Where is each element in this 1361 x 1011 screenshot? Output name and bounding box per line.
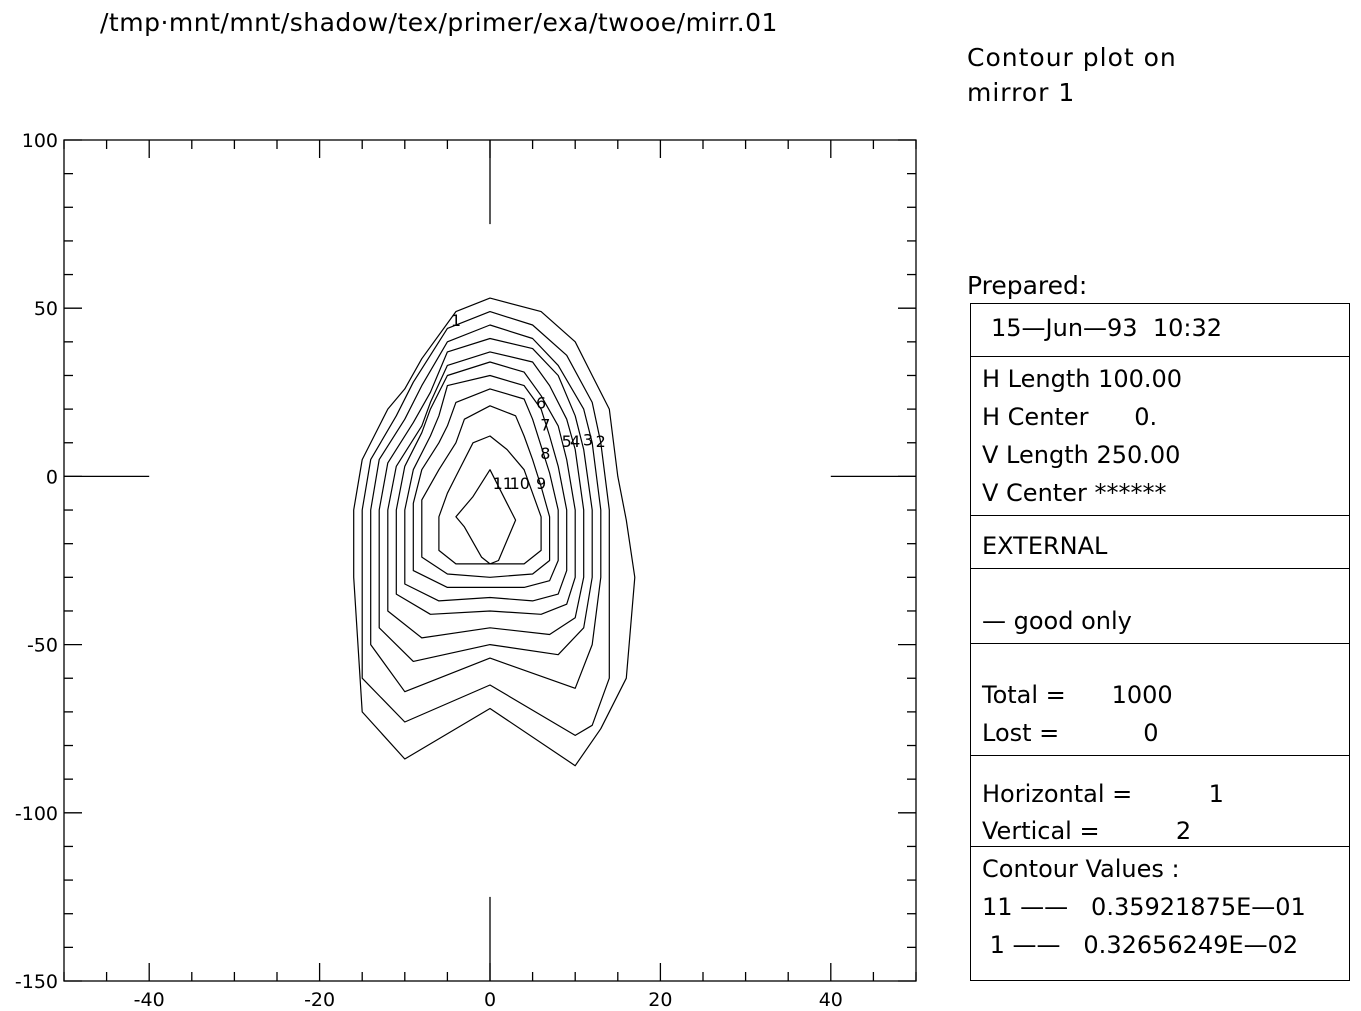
x-tick-label: -20: [304, 989, 335, 1011]
contour-line-11: [455, 469, 517, 565]
date-time: 15—Jun—93 10:32: [991, 314, 1222, 342]
divider: [971, 356, 1349, 357]
v-center: V Center ******: [982, 479, 1167, 507]
contour-label-6: 6: [536, 393, 546, 412]
contour-label-2: 2: [596, 432, 606, 451]
h-length: H Length 100.00: [982, 365, 1183, 393]
file-path-title: /tmp·mnt/mnt/shadow/tex/primer/exa/twooe…: [100, 8, 778, 37]
contour-label-1: 1: [451, 311, 461, 330]
source-label: EXTERNAL: [982, 532, 1108, 560]
x-tick-label: -40: [134, 989, 165, 1011]
contour-line-7: [404, 374, 568, 602]
contour-line-8: [412, 388, 559, 589]
v-length: V Length 250.00: [982, 441, 1181, 469]
plot-frame: [63, 139, 917, 982]
vertical-column: Vertical = 2: [982, 817, 1192, 845]
contour-label-7: 7: [540, 415, 550, 434]
x-tick-label: 40: [819, 989, 843, 1011]
y-tick-label: -100: [15, 803, 58, 825]
divider: [971, 755, 1349, 756]
contour-label-11: 11: [493, 474, 513, 493]
contour-line-1: [353, 297, 636, 767]
y-tick-label: 50: [34, 298, 58, 320]
x-tick-label: 0: [484, 989, 496, 1011]
filter-label: — good only: [982, 607, 1132, 635]
divider: [971, 643, 1349, 644]
contour-line-3: [370, 324, 602, 693]
prepared-label: Prepared:: [967, 271, 1088, 300]
contour-line-9: [421, 405, 551, 578]
lost-count: Lost = 0: [982, 719, 1159, 747]
contour-label-9: 9: [536, 474, 546, 493]
contour-line-4: [378, 337, 593, 663]
x-tick-label: 20: [648, 989, 672, 1011]
y-tick-label: 100: [22, 130, 58, 152]
horizontal-column: Horizontal = 1: [982, 780, 1224, 808]
contour-label-5: 5: [562, 432, 572, 451]
y-tick-label: -50: [27, 635, 58, 657]
contour-line-2: [361, 311, 610, 737]
contour-line-6: [395, 361, 576, 615]
h-center: H Center 0.: [982, 403, 1158, 431]
plot-title-line-1: Contour plot on: [967, 43, 1177, 72]
contour-label-10: 10: [510, 474, 530, 493]
contour-label-4: 4: [570, 432, 580, 451]
contour-values-header: Contour Values :: [982, 855, 1180, 883]
contour-max-value: 11 —— 0.35921875E—01: [982, 893, 1306, 921]
divider: [971, 568, 1349, 569]
plot-title-line-2: mirror 1: [967, 78, 1076, 107]
contour-line-5: [387, 351, 585, 639]
y-tick-label: -150: [15, 971, 58, 993]
contour-min-value: 1 —— 0.32656249E—02: [982, 931, 1299, 959]
contour-line-10: [438, 435, 542, 565]
divider: [971, 515, 1349, 516]
contour-label-3: 3: [583, 430, 593, 449]
info-panel: 15—Jun—93 10:32 H Length 100.00 H Center…: [970, 303, 1350, 981]
total-count: Total = 1000: [982, 681, 1173, 709]
y-tick-label: 0: [46, 466, 58, 488]
contour-label-8: 8: [540, 444, 550, 463]
divider: [971, 846, 1349, 847]
